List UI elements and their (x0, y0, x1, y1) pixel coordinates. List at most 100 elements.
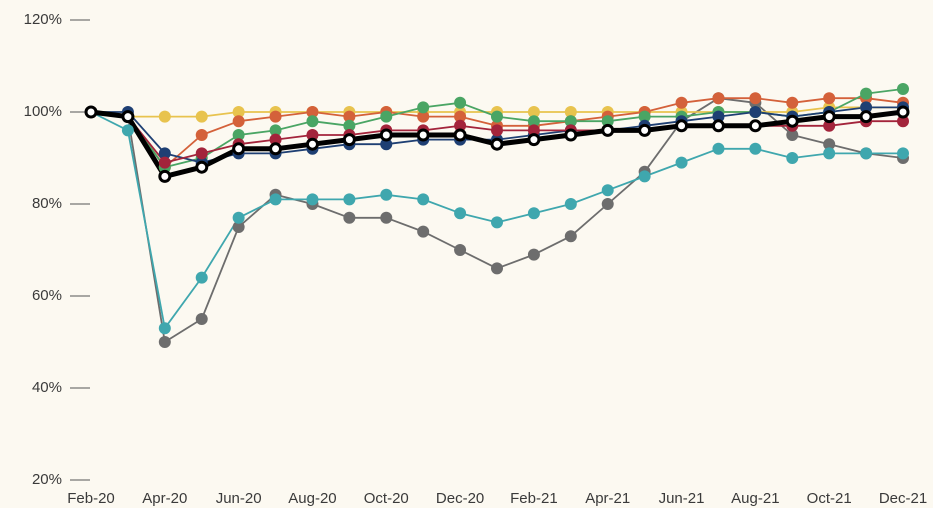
data-point (232, 106, 245, 118)
data-point (453, 128, 467, 142)
data-point (417, 193, 430, 206)
data-point (896, 105, 910, 119)
data-point (269, 110, 282, 123)
data-point (305, 137, 319, 151)
data-point (84, 105, 98, 119)
y-tick-label: 60% (32, 287, 62, 304)
data-point (675, 156, 688, 169)
data-point (638, 110, 651, 123)
data-point (527, 133, 541, 147)
data-point (269, 124, 282, 137)
data-point (269, 193, 282, 206)
data-point (269, 133, 282, 146)
data-point (786, 96, 799, 109)
x-tick-label: Dec-21 (879, 490, 927, 507)
data-point (564, 106, 577, 118)
data-point (269, 142, 283, 156)
data-point (232, 142, 246, 156)
data-point (490, 137, 504, 151)
data-point (786, 129, 799, 141)
data-point (195, 271, 208, 284)
data-point (343, 211, 356, 224)
x-tick-label: Feb-20 (67, 490, 115, 507)
data-point (527, 106, 540, 118)
y-tick-label: 80% (32, 195, 62, 212)
data-point (343, 119, 356, 132)
data-point (454, 119, 467, 132)
data-point (306, 193, 319, 206)
data-point (823, 119, 836, 132)
data-point (786, 152, 799, 164)
data-point (195, 160, 209, 174)
data-point (601, 198, 614, 210)
data-point (823, 138, 836, 151)
x-tick-label: Aug-20 (288, 490, 336, 507)
data-point (638, 170, 651, 183)
data-point (454, 110, 467, 123)
x-tick-label: Oct-21 (807, 490, 852, 507)
data-point (860, 147, 873, 160)
data-point (527, 207, 540, 220)
data-point (491, 262, 503, 275)
data-point (601, 184, 614, 197)
data-point (823, 92, 836, 105)
data-point (527, 124, 540, 137)
x-tick-label: Aug-21 (731, 490, 779, 507)
data-point (675, 96, 688, 109)
x-tick-label: Jun-20 (216, 490, 262, 507)
data-point (158, 156, 171, 169)
data-point (121, 124, 134, 137)
data-point (232, 211, 245, 224)
data-point (454, 96, 467, 109)
data-point (454, 207, 467, 220)
data-point (343, 110, 356, 123)
data-point (343, 193, 356, 206)
data-point (527, 115, 540, 128)
data-point (380, 211, 393, 224)
data-point (158, 322, 171, 335)
data-point (417, 110, 430, 123)
data-point (195, 313, 208, 325)
data-point (564, 128, 578, 142)
data-point (158, 110, 171, 123)
data-point (232, 115, 245, 128)
data-point (638, 123, 652, 137)
x-tick-label: Jun-21 (659, 490, 705, 507)
data-point (491, 124, 503, 137)
data-point (158, 336, 171, 348)
data-point (749, 92, 762, 105)
data-point (711, 119, 725, 133)
data-point (527, 248, 540, 261)
data-point (232, 221, 245, 233)
data-point (454, 244, 467, 256)
data-point (158, 169, 172, 183)
data-point (491, 216, 503, 229)
y-tick-label: 40% (32, 379, 62, 396)
data-point (380, 188, 393, 201)
x-tick-label: Apr-21 (585, 490, 630, 507)
x-tick-label: Apr-20 (142, 490, 187, 507)
data-point (601, 123, 615, 137)
data-point (342, 133, 356, 147)
data-point (601, 115, 614, 128)
data-point (897, 83, 909, 95)
data-point (564, 230, 577, 243)
data-point (306, 115, 319, 128)
data-point (860, 87, 873, 100)
data-point (195, 129, 208, 141)
data-point (121, 110, 135, 124)
data-point (860, 101, 873, 114)
data-point (748, 119, 762, 133)
data-point (823, 147, 836, 160)
y-tick-label: 20% (32, 471, 62, 488)
data-point (417, 225, 430, 238)
data-point (380, 110, 393, 123)
data-point (491, 110, 503, 123)
data-point (306, 106, 319, 118)
data-point (785, 114, 799, 128)
y-tick-label: 100% (24, 103, 62, 120)
y-tick-label: 120% (24, 11, 62, 28)
data-point (712, 142, 725, 155)
data-point (859, 110, 873, 124)
